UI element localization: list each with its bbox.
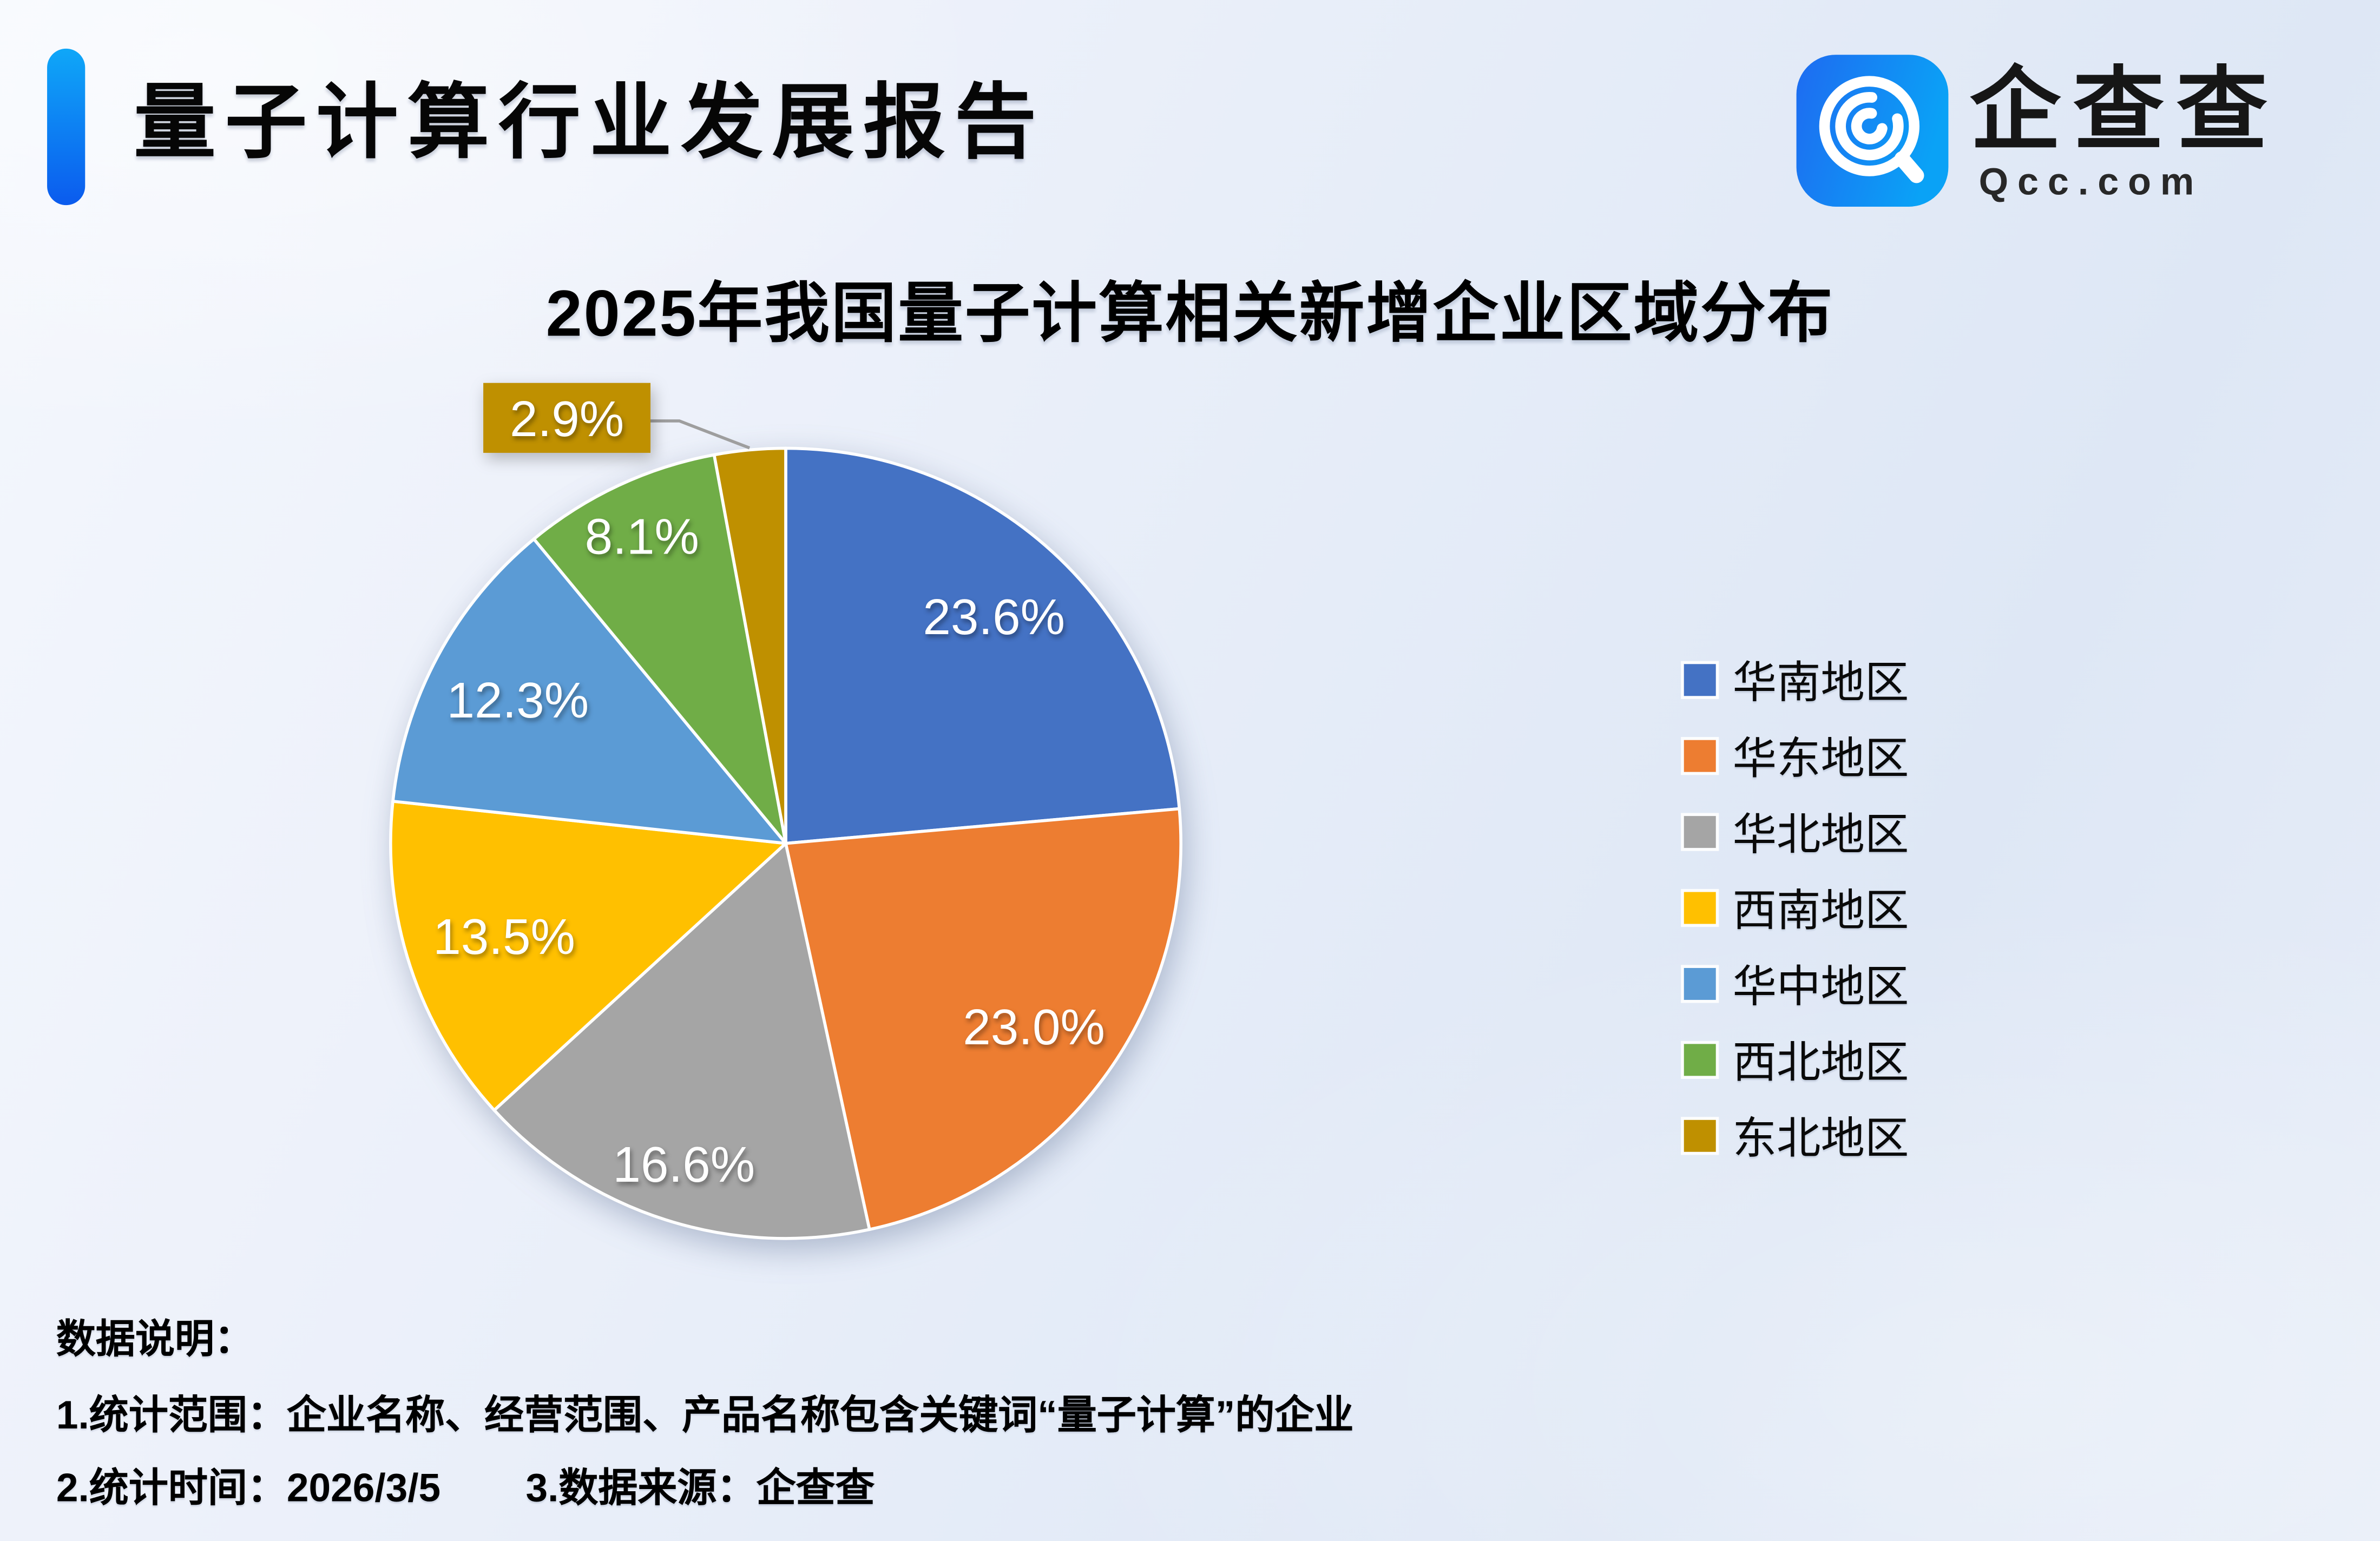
pie-slices [389, 446, 1182, 1240]
brand-name: 企查查 [1969, 59, 2280, 161]
pie-slice-华东地区 [784, 807, 1182, 1232]
legend-item-东北地区: 东北地区 [1684, 1097, 1909, 1173]
legend-item-西北地区: 西北地区 [1684, 1021, 1909, 1097]
pie-slice-华北地区 [492, 841, 871, 1240]
chart-title: 2025年我国量子计算相关新增企业区域分布 [545, 278, 1835, 351]
pie-label-华南地区: 23.6% [923, 589, 1065, 645]
notes-scope: 1.统计范围：企业名称、经营范围、产品名称包含关键词“量子计算”的企业 [56, 1392, 1354, 1438]
legend-item-华东地区: 华东地区 [1684, 717, 1909, 793]
pie-label-华北地区: 16.6% [613, 1136, 755, 1193]
legend-swatch [1684, 967, 1716, 999]
legend-item-西南地区: 西南地区 [1684, 869, 1909, 945]
callout-leader-line [650, 419, 751, 450]
legend-label: 西北地区 [1732, 1039, 1909, 1088]
legend-swatch [1684, 1043, 1716, 1075]
notes-stat-time: 2.统计时间：2026/3/5 [56, 1465, 441, 1511]
qcc-logo: 企查查 Qcc.com [1793, 55, 2318, 222]
report-title: 量子计算行业发展报告 [134, 77, 1046, 169]
notes-data-source: 3.数据来源：企查查 [525, 1465, 875, 1511]
legend-swatch [1684, 815, 1716, 847]
pie-label-华东地区: 23.0% [963, 999, 1105, 1055]
legend-label: 华北地区 [1732, 811, 1909, 860]
pie-slice-华中地区 [391, 537, 787, 845]
chart-legend: 华南地区华东地区华北地区西南地区华中地区西北地区东北地区 [1684, 641, 1909, 1173]
legend-label: 华南地区 [1732, 659, 1909, 708]
title-accent-bar [47, 48, 86, 206]
pie-label-西南地区: 13.5% [433, 908, 575, 965]
pie-slice-西南地区 [389, 800, 787, 1112]
legend-label: 华东地区 [1732, 735, 1909, 785]
brand-domain: Qcc.com [1978, 161, 2204, 204]
callout-box-东北地区 [483, 383, 651, 453]
legend-item-华南地区: 华南地区 [1684, 641, 1909, 717]
pie-label-西北地区: 8.1% [585, 508, 699, 564]
legend-swatch [1684, 663, 1716, 695]
legend-item-华北地区: 华北地区 [1684, 793, 1909, 869]
legend-swatch [1684, 1119, 1716, 1151]
legend-swatch [1684, 739, 1716, 772]
pie-slice-西北地区 [532, 453, 787, 845]
notes-heading: 数据说明： [56, 1316, 254, 1362]
legend-swatch [1684, 891, 1716, 924]
legend-label: 华中地区 [1732, 963, 1909, 1012]
pie-slice-华南地区 [784, 446, 1181, 845]
legend-label: 西南地区 [1732, 887, 1909, 936]
notes-time-source: 2.统计时间：2026/3/5 3.数据来源：企查查 [56, 1457, 875, 1513]
pie-label-华中地区: 12.3% [446, 672, 589, 728]
legend-label: 东北地区 [1732, 1115, 1909, 1164]
qcc-logo-icon [1796, 55, 1949, 207]
pie-slice-东北地区 [712, 446, 787, 845]
legend-item-华中地区: 华中地区 [1684, 945, 1909, 1021]
pie-label-东北地区: 2.9% [510, 391, 624, 447]
